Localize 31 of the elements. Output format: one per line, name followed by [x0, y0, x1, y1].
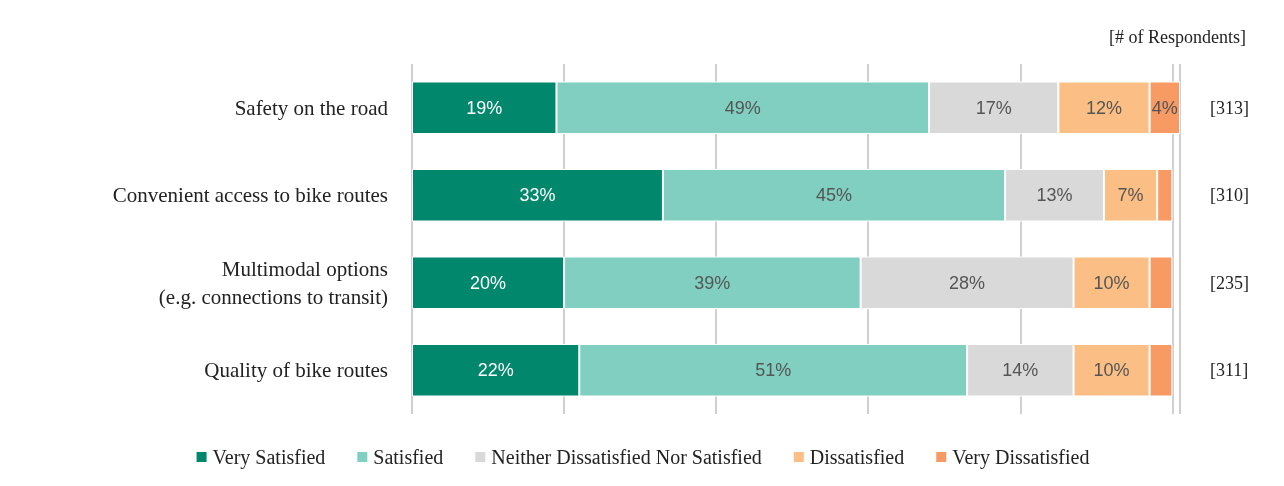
legend-label: Satisfied	[373, 446, 444, 468]
y-tick-label: Convenient access to bike routes	[112, 183, 388, 208]
data-label: 14%	[1002, 360, 1039, 381]
data-label: 17%	[975, 97, 1012, 118]
data-label: 33%	[519, 185, 556, 206]
data-label: 12%	[1085, 97, 1122, 118]
data-label: 49%	[724, 97, 761, 118]
data-label: 4%	[1151, 97, 1178, 118]
data-label: 28%	[949, 272, 986, 293]
text: [235]	[1210, 272, 1249, 293]
data-label: 45%	[816, 185, 853, 206]
legend-label: Very Satisfied	[212, 446, 326, 469]
data-label: 20%	[470, 272, 507, 293]
data-label: 39%	[694, 272, 731, 293]
data-label: 10%	[1093, 360, 1130, 381]
data-label: 7%	[1117, 185, 1144, 206]
legend-label: Neither Dissatisfied Nor Satisfied	[491, 446, 762, 468]
y2-axis-title: [# of Respondents]	[1109, 27, 1246, 47]
data-label: 51%	[755, 360, 792, 381]
y-tick-label: Multimodal options (e.g. connections to transit)	[158, 256, 388, 309]
data-label: 10%	[1093, 272, 1130, 293]
text: [313]	[1210, 97, 1249, 118]
data-label: 19%	[466, 97, 503, 118]
y-tick-label: Safety on the road	[234, 95, 389, 120]
data-label: 13%	[1036, 185, 1073, 206]
y-tick-label: Quality of bike routes	[204, 358, 388, 383]
text: [310]	[1210, 185, 1249, 206]
legend-label: Dissatisfied	[809, 446, 905, 468]
data-label: 22%	[477, 360, 514, 381]
text: [311]	[1210, 360, 1249, 381]
legend-label: Very Dissatisfied	[952, 446, 1090, 469]
